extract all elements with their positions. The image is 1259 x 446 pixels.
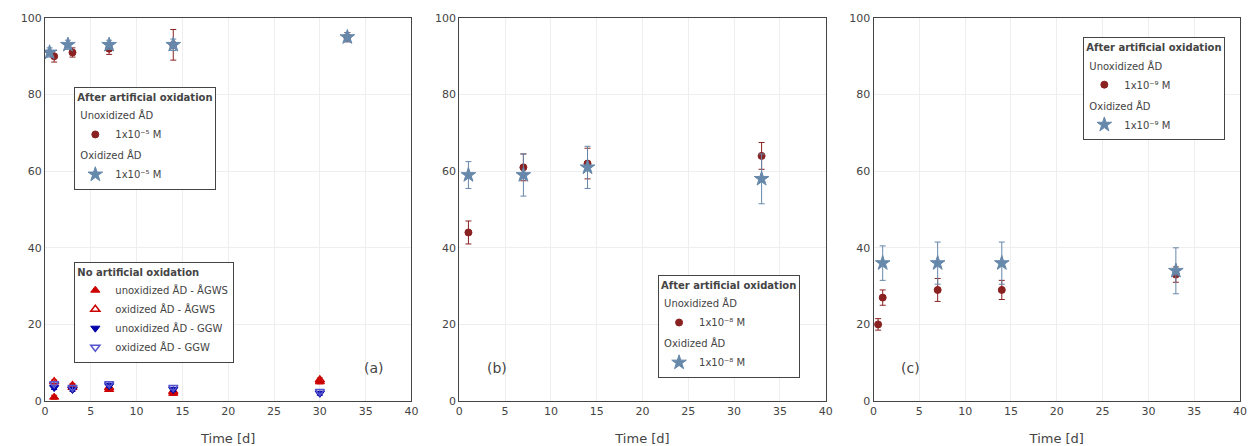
svg-text:0: 0 <box>42 405 49 418</box>
svg-text:oxidized ÅD - ÅGWS: oxidized ÅD - ÅGWS <box>115 303 215 315</box>
svg-text:20: 20 <box>856 318 870 331</box>
svg-text:35: 35 <box>359 405 373 418</box>
svg-text:Oxidized ÅD: Oxidized ÅD <box>1089 100 1150 112</box>
svg-text:5: 5 <box>916 405 923 418</box>
svg-text:100: 100 <box>21 12 42 25</box>
svg-text:Oxidized ÅD: Oxidized ÅD <box>80 149 141 161</box>
svg-text:30: 30 <box>727 405 741 418</box>
svg-text:80: 80 <box>856 88 870 101</box>
svg-text:10: 10 <box>544 405 558 418</box>
svg-text:20: 20 <box>221 405 235 418</box>
svg-text:unoxidized ÅD - ÅGWS: unoxidized ÅD - ÅGWS <box>115 284 228 296</box>
svg-text:35: 35 <box>1187 405 1201 418</box>
svg-text:5: 5 <box>87 405 94 418</box>
svg-text:20: 20 <box>442 318 456 331</box>
svg-text:40: 40 <box>404 405 418 418</box>
svg-text:20: 20 <box>28 318 42 331</box>
svg-text:0: 0 <box>870 405 877 418</box>
svg-text:Oxidized ÅD: Oxidized ÅD <box>664 337 725 349</box>
svg-text:25: 25 <box>681 405 695 418</box>
svg-text:25: 25 <box>267 405 281 418</box>
svg-text:Time [d]: Time [d] <box>1029 431 1084 446</box>
svg-text:25: 25 <box>1096 405 1110 418</box>
svg-text:40: 40 <box>1233 405 1247 418</box>
svg-text:10: 10 <box>130 405 144 418</box>
svg-text:60: 60 <box>442 165 456 178</box>
svg-text:1x10⁻⁵ M: 1x10⁻⁵ M <box>115 169 161 180</box>
svg-text:unoxidized ÅD - GGW: unoxidized ÅD - GGW <box>115 322 222 334</box>
svg-text:1x10⁻⁹ M: 1x10⁻⁹ M <box>1124 80 1170 91</box>
svg-text:40: 40 <box>28 242 42 255</box>
svg-text:0: 0 <box>863 395 870 408</box>
svg-text:60: 60 <box>856 165 870 178</box>
svg-text:40: 40 <box>819 405 833 418</box>
svg-text:30: 30 <box>1141 405 1155 418</box>
svg-text:35: 35 <box>773 405 787 418</box>
svg-text:80: 80 <box>28 88 42 101</box>
svg-text:40: 40 <box>442 242 456 255</box>
svg-text:(a): (a) <box>364 360 384 376</box>
svg-text:20: 20 <box>635 405 649 418</box>
svg-text:Unoxidized ÅD: Unoxidized ÅD <box>80 109 153 121</box>
svg-text:1x10⁻⁹ M: 1x10⁻⁹ M <box>1124 120 1170 131</box>
svg-text:15: 15 <box>1004 405 1018 418</box>
svg-text:(b): (b) <box>487 360 507 376</box>
svg-text:1x10⁻⁵ M: 1x10⁻⁵ M <box>115 129 161 140</box>
svg-text:100: 100 <box>849 12 870 25</box>
svg-text:Unoxidized ÅD: Unoxidized ÅD <box>664 297 737 309</box>
svg-text:0: 0 <box>449 395 456 408</box>
svg-text:5: 5 <box>502 405 509 418</box>
svg-text:(c): (c) <box>901 360 920 376</box>
svg-text:40: 40 <box>856 242 870 255</box>
svg-text:10: 10 <box>958 405 972 418</box>
svg-text:After artificial oxidation: After artificial oxidation <box>661 280 796 291</box>
svg-text:After artificial oxidation: After artificial oxidation <box>1086 42 1221 53</box>
svg-text:1x10⁻⁸ M: 1x10⁻⁸ M <box>699 357 745 368</box>
svg-text:30: 30 <box>313 405 327 418</box>
svg-text:80: 80 <box>442 88 456 101</box>
svg-text:15: 15 <box>175 405 189 418</box>
svg-text:20: 20 <box>1050 405 1064 418</box>
svg-text:oxidized ÅD - GGW: oxidized ÅD - GGW <box>115 341 210 353</box>
svg-text:1x10⁻⁸ M: 1x10⁻⁸ M <box>699 317 745 328</box>
svg-text:Time [d]: Time [d] <box>614 431 669 446</box>
svg-text:Time [d]: Time [d] <box>200 431 255 446</box>
svg-text:0: 0 <box>35 395 42 408</box>
svg-text:Unoxidized ÅD: Unoxidized ÅD <box>1089 60 1162 72</box>
svg-text:100: 100 <box>435 12 456 25</box>
svg-text:15: 15 <box>590 405 604 418</box>
svg-text:After artificial oxidation: After artificial oxidation <box>77 92 212 103</box>
svg-text:No artificial oxidation: No artificial oxidation <box>77 267 199 278</box>
svg-text:0: 0 <box>456 405 463 418</box>
svg-text:60: 60 <box>28 165 42 178</box>
